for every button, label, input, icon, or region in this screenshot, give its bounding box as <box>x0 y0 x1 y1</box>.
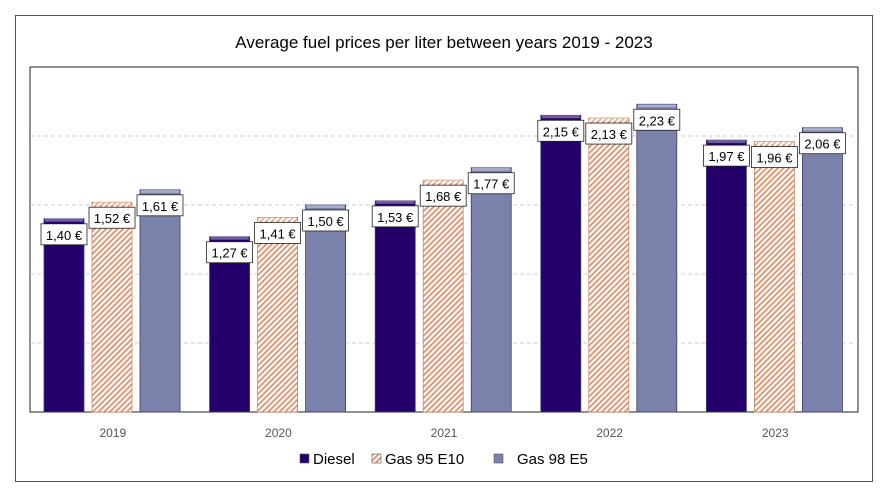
bar-cap <box>541 115 580 119</box>
data-label-box <box>703 144 750 167</box>
data-label: 1,40 € <box>46 228 83 243</box>
data-label: 2,15 € <box>543 124 580 139</box>
bar-cap <box>755 141 794 145</box>
x-tick-label: 2020 <box>265 426 292 440</box>
x-tick-label: 2021 <box>431 426 458 440</box>
bar-cap <box>93 202 131 206</box>
data-label: 1,77 € <box>473 177 510 192</box>
bar-cap <box>637 104 676 108</box>
bar-diesel-2019 <box>43 218 85 413</box>
bar-cap <box>376 200 415 204</box>
legend-label: Gas 95 E10 <box>385 451 464 468</box>
bar-cap <box>424 180 463 184</box>
data-label: 1,27 € <box>212 246 249 261</box>
bar-diesel-2021 <box>374 200 416 413</box>
x-tick-label: 2023 <box>762 426 789 440</box>
legend-swatch <box>371 453 382 464</box>
data-label-box <box>585 122 633 145</box>
bar-gas-95-e10-2020 <box>257 217 299 413</box>
bar-gas-95-e10-2019 <box>91 201 133 413</box>
data-label: 1,41 € <box>260 226 297 241</box>
data-label-box <box>751 146 798 168</box>
x-tick-label: 2022 <box>596 426 623 440</box>
data-label: 2,13 € <box>591 127 628 142</box>
bar-cap <box>210 236 249 240</box>
data-label: 1,68 € <box>425 189 462 204</box>
x-tick-label: 2019 <box>99 426 126 440</box>
data-label: 1,53 € <box>377 210 414 225</box>
data-label: 1,52 € <box>94 211 131 226</box>
data-label-box <box>254 222 302 244</box>
data-label-box <box>537 119 585 142</box>
bar-cap <box>803 127 842 131</box>
data-label-box <box>633 108 681 131</box>
chart-title: Average fuel prices per liter between ye… <box>235 33 652 52</box>
data-label: 1,97 € <box>708 149 745 164</box>
bar-gas-95-e10-2022 <box>588 117 630 413</box>
bar-gas-98-e5-2020 <box>305 204 347 413</box>
data-label-box <box>40 223 88 246</box>
bar-gas-98-e5-2022 <box>636 103 678 413</box>
bar-cap <box>589 118 628 122</box>
data-label: 1,96 € <box>756 151 793 166</box>
data-label: 1,50 € <box>308 214 345 229</box>
data-label-box <box>206 241 254 264</box>
data-label-box <box>419 184 467 207</box>
data-label-box <box>88 206 136 229</box>
bar-gas-95-e10-2023 <box>754 141 795 413</box>
bar-gas-95-e10-2021 <box>422 179 464 413</box>
bar-gas-98-e5-2021 <box>470 167 512 413</box>
data-label-box <box>136 194 184 217</box>
data-label-box <box>467 172 515 195</box>
bar-cap <box>258 217 297 221</box>
bar-diesel-2020 <box>209 236 251 413</box>
legend-label: Diesel <box>313 451 355 468</box>
bar-cap <box>141 189 179 193</box>
bar-diesel-2023 <box>706 139 747 413</box>
bar-gas-98-e5-2019 <box>139 189 181 413</box>
legend-swatch <box>299 453 310 464</box>
data-label: 1,61 € <box>142 199 179 214</box>
bar-cap <box>306 205 345 208</box>
data-label: 2,23 € <box>639 113 676 128</box>
bar-cap <box>45 218 83 222</box>
bar-gas-98-e5-2023 <box>802 127 843 413</box>
bar-diesel-2022 <box>540 114 582 413</box>
data-label-box <box>302 209 350 232</box>
bar-cap <box>472 167 511 171</box>
bar-cap <box>707 140 746 144</box>
data-label-box <box>371 205 419 228</box>
legend-swatch <box>493 453 504 464</box>
data-label-box <box>799 132 846 155</box>
data-label: 2,06 € <box>804 137 841 152</box>
legend-label: Gas 98 E5 <box>517 451 588 468</box>
